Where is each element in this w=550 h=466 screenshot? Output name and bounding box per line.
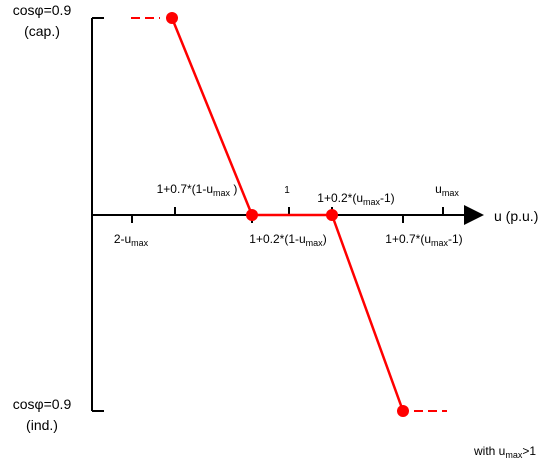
cap-label-line2: (cap.) xyxy=(24,23,60,39)
footnote: with umax>1 xyxy=(473,444,536,460)
tick-label-above: 1 xyxy=(284,185,290,196)
tick-label-below: 1+0.7*(umax-1) xyxy=(385,232,462,248)
tick-label-above: 1+0.7*(1-umax ) xyxy=(157,182,238,198)
tick-label-above: 1+0.2*(umax-1) xyxy=(317,191,394,207)
ind-label-line1: cosφ=0.9 xyxy=(13,396,72,412)
curve-point xyxy=(166,12,178,24)
ind-label-line2: (ind.) xyxy=(26,417,58,433)
x-axis-label: u (p.u.) xyxy=(494,208,538,224)
curve-point xyxy=(397,405,409,417)
tick-label-below: 1+0.2*(1-umax) xyxy=(249,232,326,248)
tick-label-above: umax xyxy=(435,182,459,198)
cap-label-line1: cosφ=0.9 xyxy=(13,2,72,18)
curve-point xyxy=(246,209,258,221)
characteristic-curve xyxy=(170,17,405,412)
curve-point xyxy=(326,209,338,221)
tick-label-below: 2-umax xyxy=(114,232,149,248)
